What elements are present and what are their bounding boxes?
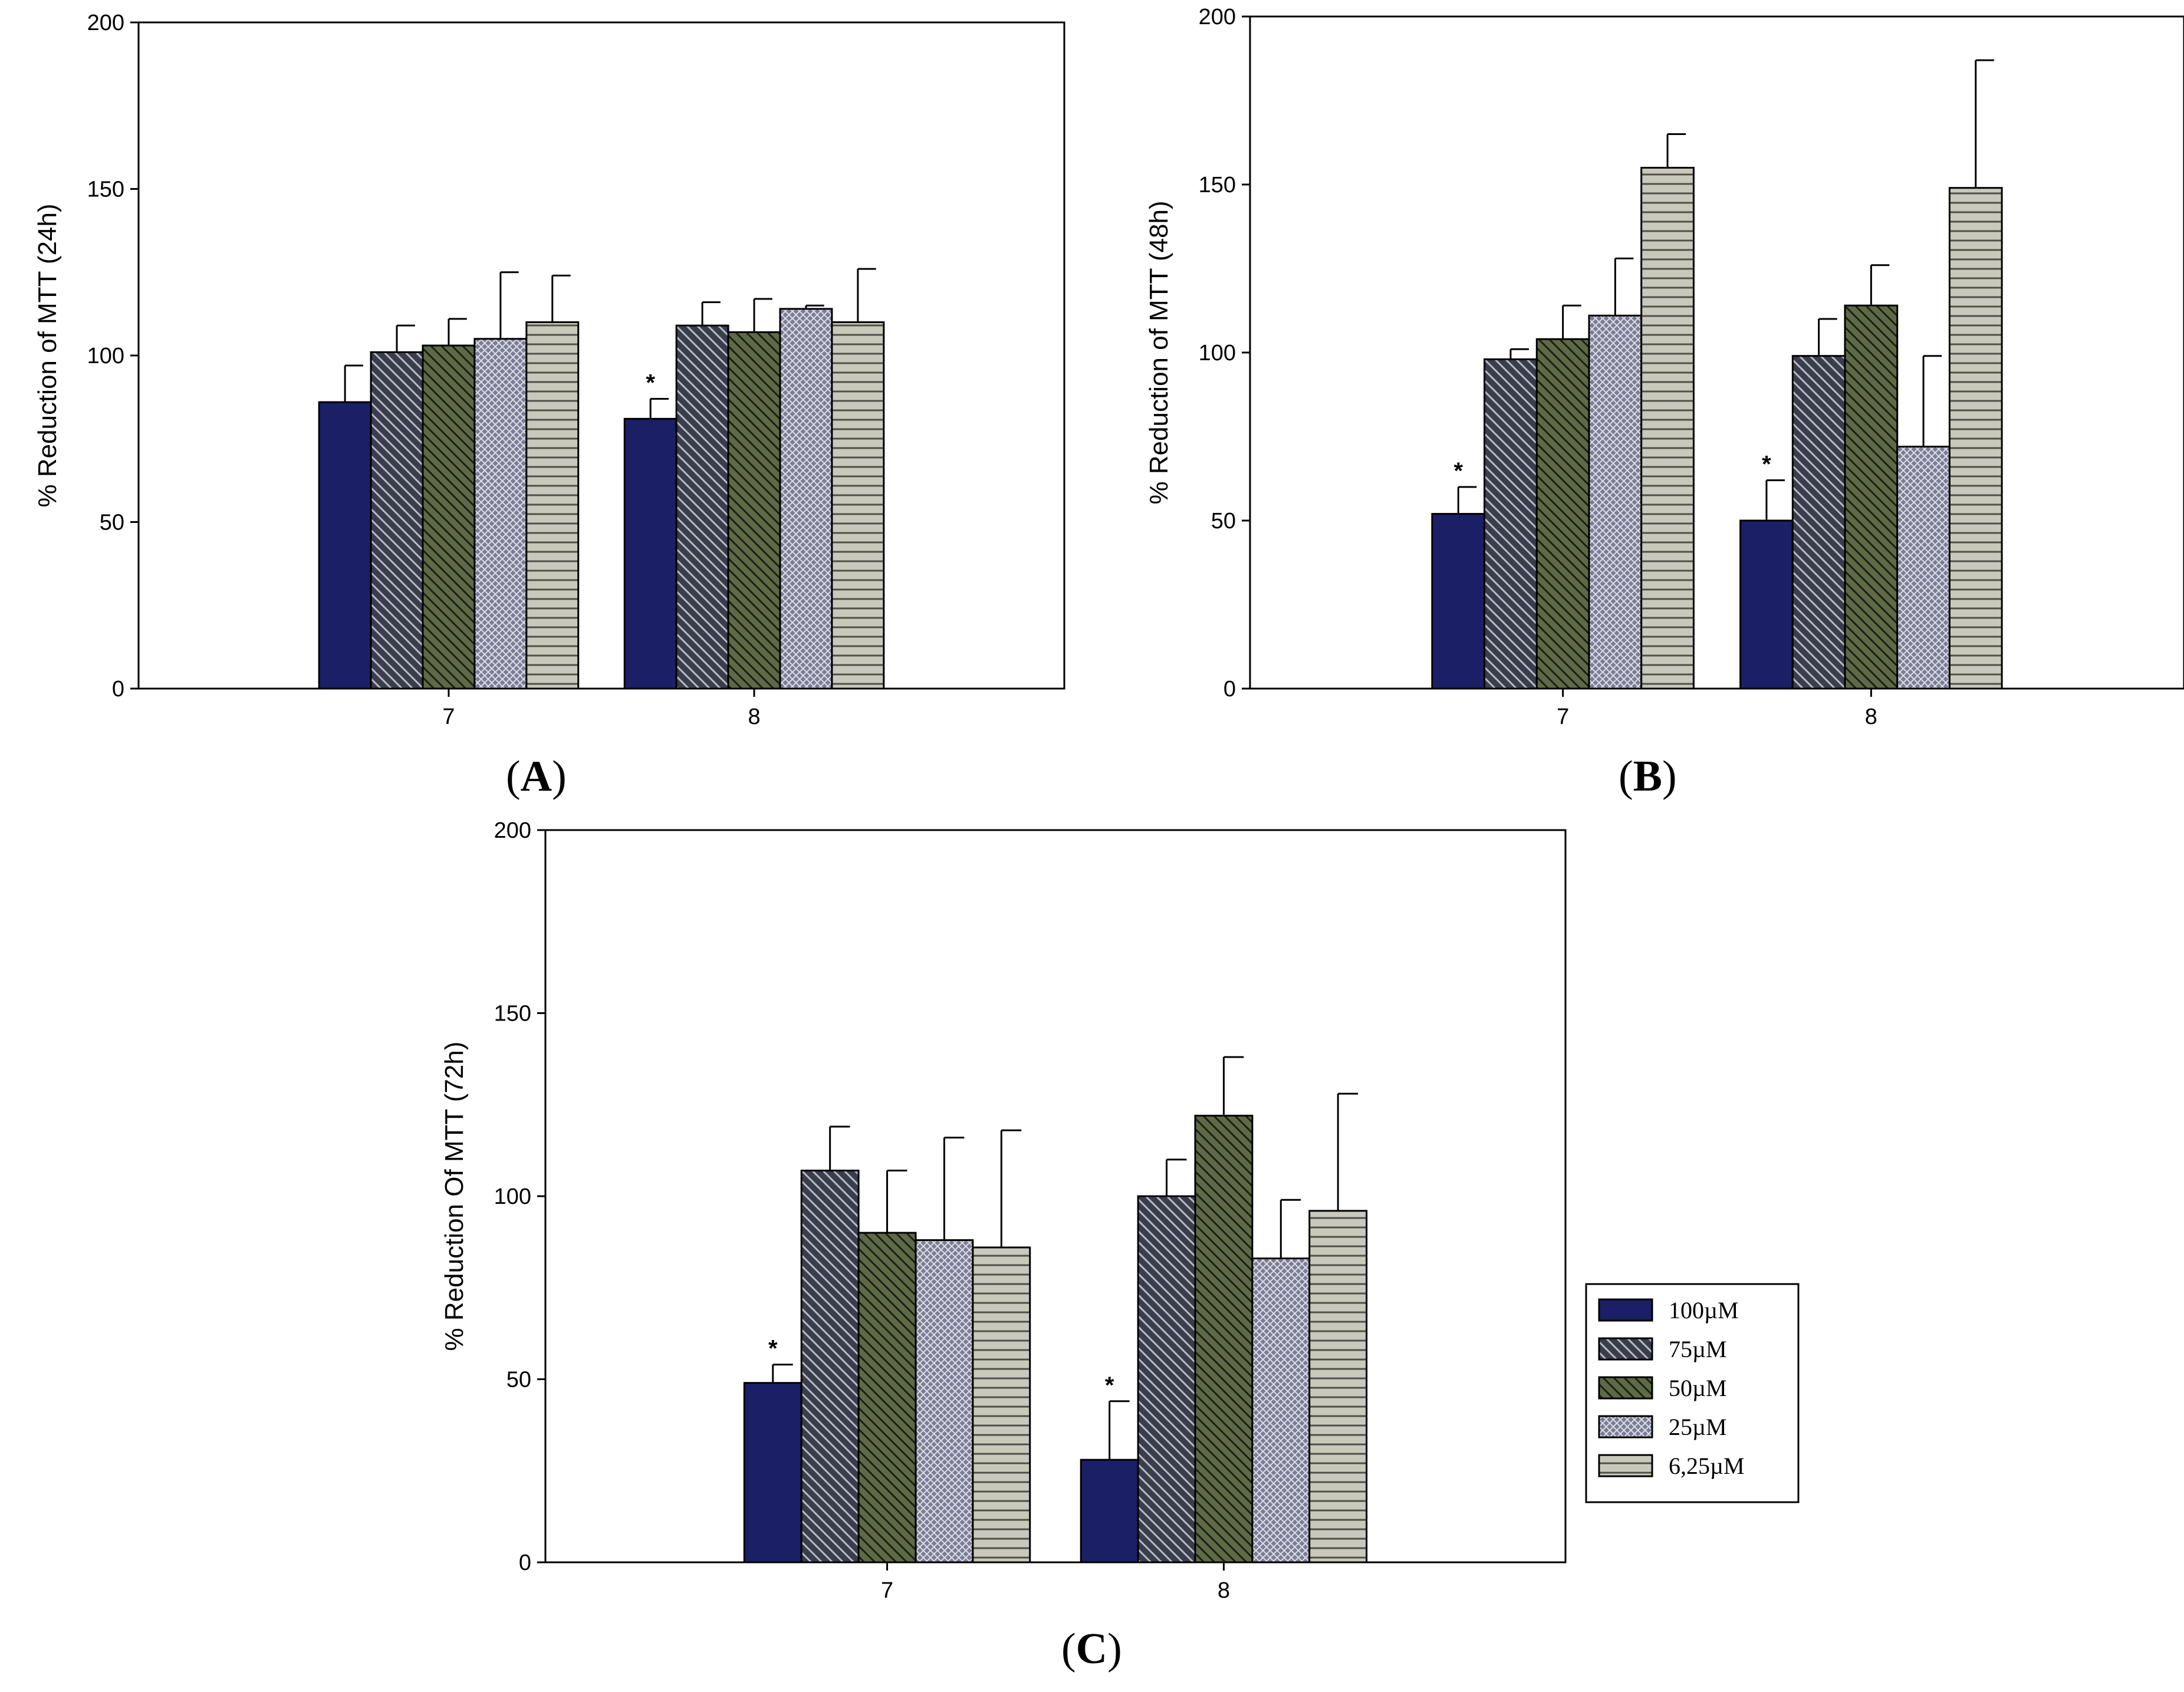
y-tick-label: 200 — [87, 11, 124, 35]
panel-label-c: (C) — [1061, 1625, 1122, 1673]
panel-label-b: (B) — [1619, 752, 1677, 801]
bar — [743, 1382, 802, 1563]
bar — [1896, 446, 1951, 690]
bar — [1739, 519, 1794, 690]
bar — [1535, 338, 1590, 690]
y-tick-label: 100 — [1199, 341, 1236, 366]
x-tick-label: 8 — [1865, 705, 1877, 729]
bar — [370, 351, 424, 690]
bar — [779, 308, 833, 690]
panel-label-c-letter: C — [1075, 1625, 1108, 1673]
bar — [1194, 1114, 1254, 1563]
x-tick-label: 7 — [1557, 705, 1569, 729]
bar — [1308, 1210, 1368, 1563]
bar — [1844, 304, 1899, 690]
significance-marker: * — [1105, 1372, 1114, 1398]
y-tick-label: 150 — [1199, 173, 1236, 197]
bar — [473, 338, 528, 690]
legend-label: 75µM — [1669, 1336, 1727, 1362]
y-tick-label: 0 — [1223, 677, 1236, 702]
panel-label-b-letter: B — [1633, 752, 1663, 801]
significance-marker: * — [1762, 452, 1771, 478]
significance-marker: * — [768, 1336, 778, 1362]
y-tick-label: 0 — [519, 1551, 531, 1575]
x-tick-label: 7 — [442, 705, 455, 729]
panel-label-a: (A) — [506, 752, 567, 801]
bar — [727, 331, 781, 690]
bar — [318, 401, 372, 690]
bar — [1080, 1459, 1139, 1563]
y-axis-label: % Reduction Of MTT (72h) — [440, 1042, 469, 1351]
significance-marker: * — [1453, 458, 1463, 484]
chart-panel-a: 0 50 100 150 200 % Reduction of MTT (24h) 7 8 * — [33, 11, 1065, 729]
y-axis-label: % Reduction of MTT (48h) — [1144, 200, 1173, 504]
legend-label: 50µM — [1669, 1375, 1727, 1401]
chart-panel-c: 0 50 100 150 200 % Reduction Of MTT (72h) 7 * 8 *… — [440, 818, 1800, 1603]
bar — [831, 321, 885, 690]
bar — [857, 1232, 917, 1563]
legend-label: 25µM — [1669, 1414, 1727, 1440]
legend-swatch — [1598, 1337, 1653, 1361]
chart-panel-b: 0 50 100 150 200 % Reduction of MTT (48h) 7 * 8 * — [1144, 5, 2184, 729]
y-tick-label: 150 — [494, 1002, 531, 1026]
y-tick-label: 50 — [506, 1368, 531, 1393]
bar — [675, 324, 729, 690]
bar — [800, 1170, 860, 1563]
panel-label-a-letter: A — [520, 752, 552, 801]
y-axis-label: % Reduction of MTT (24h) — [33, 203, 62, 507]
legend-swatch — [1598, 1298, 1653, 1322]
legend-swatch — [1598, 1454, 1653, 1477]
bar — [1791, 355, 1846, 690]
bar — [1588, 314, 1643, 690]
plot-frame — [544, 829, 1567, 1563]
bar — [525, 321, 580, 690]
bar — [972, 1246, 1031, 1563]
bar — [1484, 358, 1538, 690]
plot-frame — [137, 21, 1065, 690]
y-tick-label: 200 — [494, 818, 531, 843]
bar — [623, 417, 677, 690]
legend-swatch — [1598, 1376, 1653, 1400]
bar — [1948, 187, 2003, 690]
y-tick-label: 50 — [1211, 509, 1236, 534]
y-tick-label: 100 — [87, 344, 124, 368]
x-tick-label: 8 — [1218, 1578, 1230, 1603]
bar — [422, 344, 476, 690]
bar — [1640, 167, 1695, 690]
bar — [915, 1239, 974, 1563]
y-tick-label: 150 — [87, 177, 124, 202]
significance-marker: * — [646, 370, 655, 396]
plot-frame — [1249, 15, 2184, 690]
y-tick-label: 50 — [100, 511, 124, 535]
legend-label: 6,25µM — [1669, 1453, 1745, 1479]
legend-label: 100µM — [1669, 1297, 1739, 1324]
x-tick-label: 7 — [881, 1578, 893, 1603]
y-tick-label: 200 — [1199, 5, 1236, 29]
y-tick-label: 100 — [494, 1184, 531, 1209]
bar — [1431, 513, 1486, 690]
bar — [1251, 1258, 1311, 1563]
legend-swatch — [1598, 1415, 1653, 1438]
y-tick-label: 0 — [112, 677, 124, 702]
bar — [1137, 1195, 1196, 1563]
x-tick-label: 8 — [748, 705, 760, 729]
